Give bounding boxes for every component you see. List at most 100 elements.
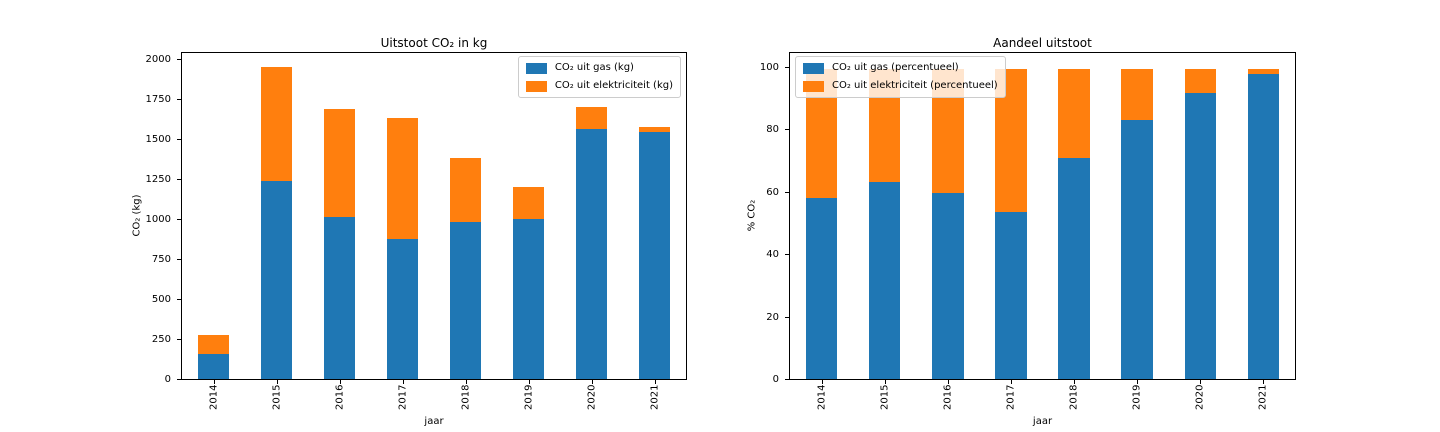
x-tick-label: 2015: [271, 384, 283, 410]
x-tick-label: 2015: [879, 384, 891, 410]
y-tick-label: 1500: [145, 134, 171, 145]
x-tick-mark: [214, 380, 215, 384]
x-tick-label: 2019: [523, 384, 535, 410]
legend: CO₂ uit gas (kg) CO₂ uit elektriciteit (…: [517, 56, 681, 98]
y-tick-label: 500: [151, 294, 171, 305]
x-tick-mark: [1074, 380, 1075, 384]
bar-segment-elektriciteit: [197, 335, 230, 354]
x-tick-label: 2014: [816, 384, 828, 410]
bar-segment-elektriciteit: [512, 187, 545, 220]
y-tick-mark: [177, 339, 181, 340]
bar-segment-gas: [1121, 120, 1153, 379]
x-tick-label: 2016: [334, 384, 346, 410]
x-tick-mark: [1200, 380, 1201, 384]
bar-segment-elektriciteit: [1247, 68, 1280, 75]
legend-label: CO₂ uit elektriciteit (kg): [554, 80, 673, 91]
y-tick-mark: [177, 179, 181, 180]
x-tick-mark: [529, 380, 530, 384]
x-tick-mark: [277, 380, 278, 384]
y-tick-label: 20: [766, 312, 779, 323]
y-tick-mark: [785, 254, 789, 255]
bar-segment-gas: [995, 212, 1027, 379]
y-tick-mark: [177, 299, 181, 300]
x-tick-label: 2014: [208, 384, 220, 410]
bar-segment-gas: [868, 181, 901, 379]
x-tick-mark: [403, 380, 404, 384]
legend-swatch-gas: [803, 62, 824, 74]
y-tick-label: 2000: [145, 54, 171, 65]
x-tick-mark: [1263, 380, 1264, 384]
x-tick-mark: [1137, 380, 1138, 384]
plot-area-aandeel: [789, 52, 1296, 380]
bar-segment-gas: [512, 219, 545, 379]
bar-segment-gas: [638, 131, 671, 379]
legend-entry: CO₂ uit elektriciteit (kg): [525, 79, 673, 93]
chart-title-uitstoot-kg: Uitstoot CO₂ in kg: [380, 36, 488, 50]
x-tick-label: 2017: [397, 384, 409, 410]
y-tick-label: 100: [759, 62, 779, 73]
y-tick-label: 1250: [145, 174, 171, 185]
y-tick-mark: [177, 59, 181, 60]
x-tick-label: 2021: [649, 384, 661, 410]
x-axis-label: jaar: [424, 416, 444, 427]
x-tick-label: 2018: [460, 384, 472, 410]
legend-entry: CO₂ uit elektriciteit (percentueel): [803, 79, 998, 93]
x-tick-label: 2021: [1257, 384, 1269, 410]
y-tick-mark: [177, 219, 181, 220]
legend-label: CO₂ uit gas (kg): [554, 62, 634, 73]
plot-area-uitstoot-kg: [181, 52, 687, 380]
x-tick-mark: [655, 380, 656, 384]
y-tick-label: 1750: [145, 94, 171, 105]
chart-title-aandeel: Aandeel uitstoot: [993, 36, 1092, 50]
bar-segment-gas: [449, 221, 482, 379]
y-tick-label: 250: [151, 334, 171, 345]
y-tick-label: 0: [164, 374, 171, 385]
y-tick-mark: [785, 317, 789, 318]
bar-segment-elektriciteit: [449, 157, 482, 222]
x-tick-mark: [1011, 380, 1012, 384]
bar-segment-elektriciteit: [638, 126, 671, 132]
x-tick-label: 2018: [1068, 384, 1080, 410]
x-tick-mark: [885, 380, 886, 384]
y-tick-mark: [785, 67, 789, 68]
legend-label: CO₂ uit gas (percentueel): [832, 62, 959, 73]
x-tick-label: 2019: [1131, 384, 1143, 410]
x-tick-mark: [466, 380, 467, 384]
bar-segment-gas: [1184, 93, 1217, 379]
x-tick-label: 2020: [1194, 384, 1206, 410]
x-tick-label: 2017: [1005, 384, 1017, 410]
y-tick-label: 750: [151, 254, 171, 265]
bar-segment-elektriciteit: [386, 118, 419, 240]
y-tick-mark: [785, 379, 789, 380]
bar-segment-gas: [323, 216, 356, 379]
y-tick-mark: [177, 99, 181, 100]
bar-segment-elektriciteit: [260, 67, 293, 181]
x-tick-mark: [822, 380, 823, 384]
y-tick-label: 1000: [145, 214, 171, 225]
bar-segment-elektriciteit: [1058, 68, 1090, 158]
x-tick-mark: [948, 380, 949, 384]
legend-swatch-elektriciteit: [525, 80, 547, 92]
bar-segment-elektriciteit: [575, 107, 608, 129]
bar-segment-gas: [260, 181, 293, 379]
bar-segment-gas: [805, 198, 838, 379]
x-tick-label: 2020: [586, 384, 598, 410]
legend-label: CO₂ uit elektriciteit (percentueel): [832, 80, 998, 91]
y-tick-mark: [177, 139, 181, 140]
y-tick-mark: [177, 379, 181, 380]
legend-swatch-elektriciteit: [803, 80, 824, 92]
x-axis-label: jaar: [1032, 416, 1053, 427]
legend: CO₂ uit gas (percentueel) CO₂ uit elektr…: [795, 56, 1006, 98]
y-axis-label: % CO₂: [746, 199, 758, 232]
y-tick-label: 0: [772, 374, 779, 385]
y-tick-label: 40: [766, 249, 779, 260]
bar-segment-elektriciteit: [1121, 68, 1153, 121]
bar-segment-gas: [575, 128, 608, 379]
bar-segment-gas: [386, 239, 419, 379]
bar-segment-elektriciteit: [1184, 68, 1217, 94]
bar-segment-gas: [1247, 74, 1280, 379]
bar-segment-gas: [932, 192, 964, 379]
y-tick-label: 80: [766, 124, 779, 135]
legend-entry: CO₂ uit gas (kg): [525, 61, 673, 75]
